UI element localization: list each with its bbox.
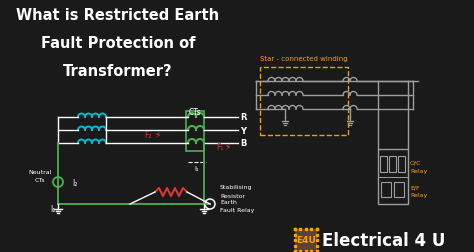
Text: Transformer?: Transformer? xyxy=(63,64,173,79)
Bar xyxy=(186,112,204,151)
Text: Electrical 4 U: Electrical 4 U xyxy=(322,231,446,249)
Text: Relay: Relay xyxy=(410,193,427,198)
Text: Stabilising: Stabilising xyxy=(220,185,253,190)
Bar xyxy=(295,229,317,251)
Bar xyxy=(380,156,387,172)
Bar xyxy=(378,149,408,204)
Text: F₂: F₂ xyxy=(144,131,152,140)
Text: R: R xyxy=(240,113,246,122)
Bar xyxy=(398,156,405,172)
Text: I₂: I₂ xyxy=(72,178,77,187)
Text: I₁: I₁ xyxy=(195,165,200,171)
Text: E/F: E/F xyxy=(410,185,419,190)
Text: Earth: Earth xyxy=(220,200,237,205)
Bar xyxy=(260,68,348,136)
Text: Fault Protection of: Fault Protection of xyxy=(41,36,195,51)
Text: E4U: E4U xyxy=(296,236,316,244)
Bar xyxy=(381,182,391,197)
Text: ⚡: ⚡ xyxy=(224,142,230,151)
Bar xyxy=(389,156,396,172)
Text: Relay: Relay xyxy=(410,168,427,173)
Text: What is Restricted Earth: What is Restricted Earth xyxy=(17,8,219,23)
Text: CTs: CTs xyxy=(189,108,201,116)
Bar xyxy=(394,182,404,197)
Text: Star - connected winding: Star - connected winding xyxy=(260,56,348,62)
Text: Resistor: Resistor xyxy=(220,193,245,198)
Text: B: B xyxy=(240,139,246,148)
Text: CTs: CTs xyxy=(35,177,45,182)
Text: O/C: O/C xyxy=(410,160,421,165)
Text: Fault Relay: Fault Relay xyxy=(220,208,255,213)
Text: I₁: I₁ xyxy=(50,205,55,214)
Text: F₁: F₁ xyxy=(216,143,223,152)
Text: ⚡: ⚡ xyxy=(154,130,160,139)
Text: Neutral: Neutral xyxy=(28,169,52,174)
Text: Y: Y xyxy=(240,126,246,135)
